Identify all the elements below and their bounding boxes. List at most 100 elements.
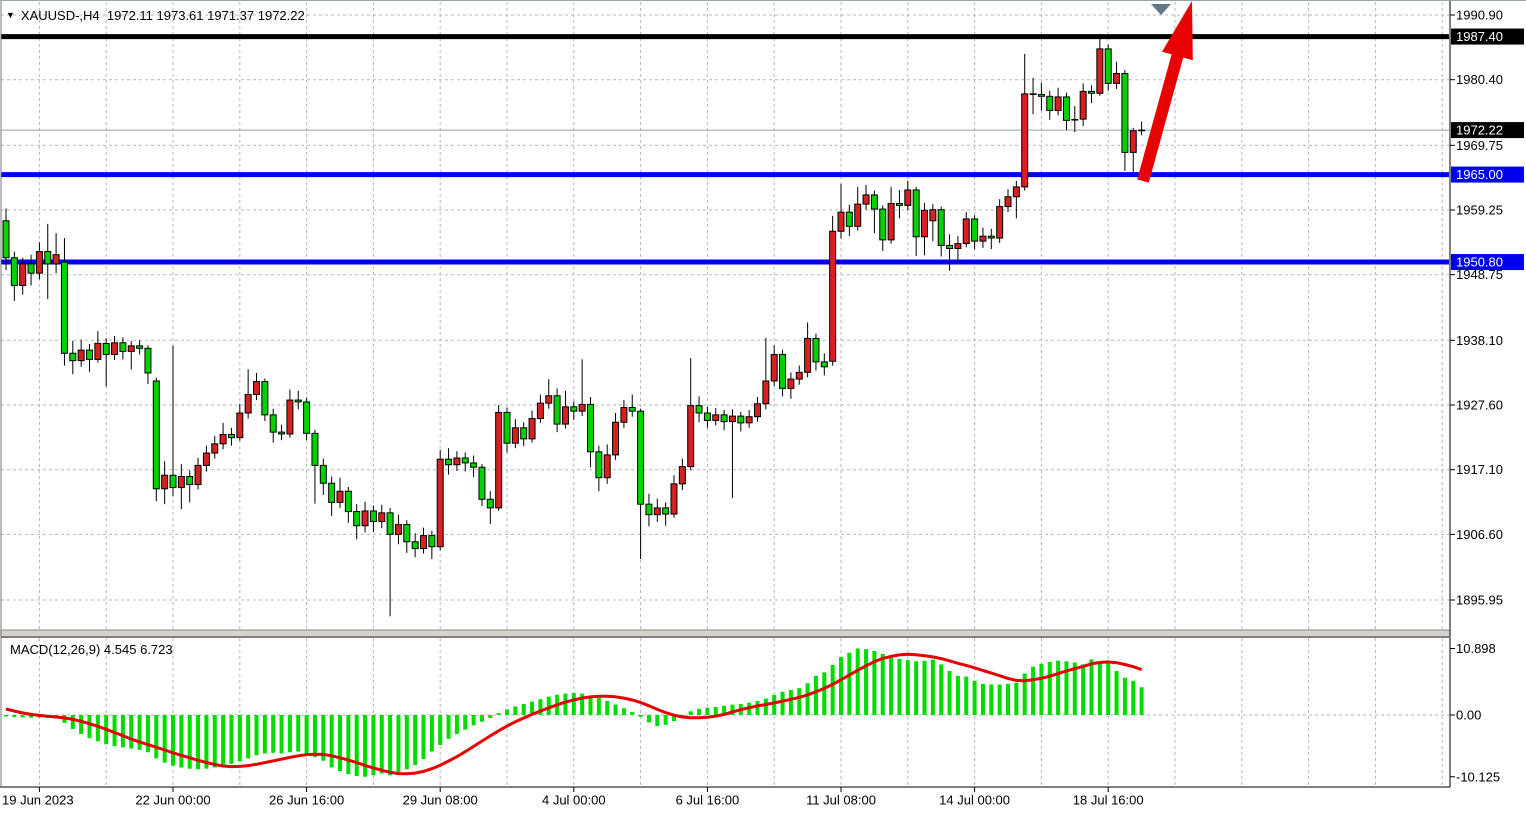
macd-histogram-bar bbox=[262, 715, 267, 754]
macd-histogram-bar bbox=[596, 697, 601, 715]
candle-body bbox=[211, 443, 219, 454]
date-axis-label: 22 Jun 00:00 bbox=[135, 793, 210, 808]
candle-body bbox=[177, 475, 185, 489]
macd-histogram-bar bbox=[87, 715, 92, 739]
candle-body bbox=[236, 412, 244, 439]
candle-body bbox=[921, 209, 928, 238]
macd-histogram-bar bbox=[989, 684, 994, 715]
candle-body bbox=[428, 535, 436, 548]
macd-histogram-bar bbox=[346, 715, 351, 775]
macd-histogram-bar bbox=[722, 705, 727, 715]
doji-bar bbox=[1138, 129, 1146, 132]
candle-body bbox=[1079, 90, 1087, 120]
annotation-layer[interactable] bbox=[1137, 1, 1193, 183]
macd-histogram-bar bbox=[187, 715, 192, 769]
macd-histogram-bar bbox=[1047, 661, 1052, 715]
macd-histogram-bar bbox=[571, 693, 576, 715]
price-axis-label: 1959.25 bbox=[1456, 203, 1503, 218]
candle-body bbox=[678, 466, 686, 485]
macd-histogram-bar bbox=[922, 660, 927, 715]
candle-body bbox=[461, 457, 469, 464]
candle-body bbox=[720, 414, 728, 423]
macd-histogram-bar bbox=[304, 715, 309, 754]
trend-arrow-up[interactable] bbox=[1137, 1, 1193, 183]
price-axis-label: 1906.60 bbox=[1456, 527, 1503, 542]
macd-histogram-bar bbox=[638, 715, 643, 717]
grid-layer bbox=[1, 2, 1449, 787]
macd-histogram-bar bbox=[1106, 661, 1111, 715]
candle-body bbox=[695, 405, 703, 414]
macd-histogram-bar bbox=[805, 683, 810, 715]
symbol-ohlc-text: XAUUSD-,H4 1972.11 1973.61 1971.37 1972.… bbox=[20, 8, 305, 23]
macd-histogram-bar bbox=[813, 675, 818, 715]
level-badge-label: 1950.80 bbox=[1456, 255, 1503, 270]
candle-body bbox=[962, 218, 970, 245]
current-price-badge-label: 1972.22 bbox=[1456, 123, 1503, 138]
macd-signal-line bbox=[5, 652, 1143, 776]
candle-body bbox=[670, 483, 678, 515]
macd-histogram-bar bbox=[688, 711, 693, 715]
macd-histogram-bar bbox=[237, 715, 242, 762]
macd-histogram-bar bbox=[1122, 677, 1127, 715]
candle-body bbox=[662, 507, 670, 515]
candle-body bbox=[804, 337, 812, 373]
candle-body bbox=[294, 399, 302, 403]
candle-body bbox=[219, 434, 227, 445]
macd-histogram-bar bbox=[29, 715, 34, 718]
macd-histogram-bar bbox=[1089, 659, 1094, 715]
candle-body bbox=[511, 427, 519, 444]
macd-histogram-bar bbox=[179, 715, 184, 768]
date-axis-label: 6 Jul 16:00 bbox=[676, 793, 740, 808]
macd-histogram-bar bbox=[479, 715, 484, 722]
candle-body bbox=[194, 464, 202, 485]
macd-histogram-bar bbox=[847, 652, 852, 715]
macd-histogram-bar bbox=[914, 661, 919, 715]
candle-body bbox=[854, 203, 862, 227]
candle-body bbox=[169, 474, 177, 489]
macd-histogram-bar bbox=[221, 715, 226, 766]
candle-body bbox=[895, 203, 903, 206]
macd-histogram-bar bbox=[279, 715, 284, 754]
candle-body bbox=[336, 490, 344, 503]
macd-histogram-bar bbox=[663, 715, 668, 725]
price-axis-label: 1990.90 bbox=[1456, 8, 1503, 23]
macd-histogram-bar bbox=[421, 715, 426, 759]
macd-histogram-bar bbox=[672, 715, 676, 722]
candle-body bbox=[1113, 73, 1121, 84]
macd-histogram-bar bbox=[112, 715, 117, 747]
macd-histogram-bar bbox=[79, 715, 84, 734]
candle-body bbox=[478, 466, 486, 500]
macd-histogram-bar bbox=[872, 650, 877, 715]
candle-body bbox=[19, 263, 27, 286]
candle-body bbox=[152, 380, 160, 490]
macd-histogram-bar bbox=[338, 715, 342, 772]
symbol-dropdown-icon[interactable]: ▼ bbox=[6, 10, 15, 20]
candle-body bbox=[787, 378, 795, 389]
price-axis-label: 1980.40 bbox=[1456, 72, 1503, 87]
price-axis-label: 1948.75 bbox=[1456, 267, 1503, 282]
price-axis-label: 1895.95 bbox=[1456, 593, 1503, 608]
candle-body bbox=[303, 401, 311, 434]
macd-histogram-bar bbox=[413, 715, 418, 766]
macd-histogram-bar bbox=[204, 715, 209, 769]
candle-body bbox=[628, 406, 636, 412]
pane-separator[interactable] bbox=[0, 630, 1450, 636]
candle-body bbox=[470, 462, 478, 468]
macd-histogram-bar bbox=[321, 715, 326, 761]
candle-body bbox=[946, 244, 954, 250]
macd-histogram-bar bbox=[980, 683, 985, 715]
candle-body bbox=[386, 512, 394, 535]
macd-axis-label: -10.125 bbox=[1456, 769, 1500, 784]
candle-body bbox=[728, 415, 736, 423]
candle-body bbox=[119, 342, 127, 352]
candle-body bbox=[445, 458, 453, 466]
triangle-down-marker[interactable] bbox=[1151, 4, 1171, 15]
macd-histogram-bar bbox=[513, 706, 518, 715]
candle-body bbox=[603, 454, 611, 479]
macd-histogram-bar bbox=[713, 707, 718, 715]
macd-histogram-bar bbox=[1131, 680, 1136, 715]
candle-body bbox=[578, 403, 586, 412]
candle-body bbox=[620, 406, 628, 423]
